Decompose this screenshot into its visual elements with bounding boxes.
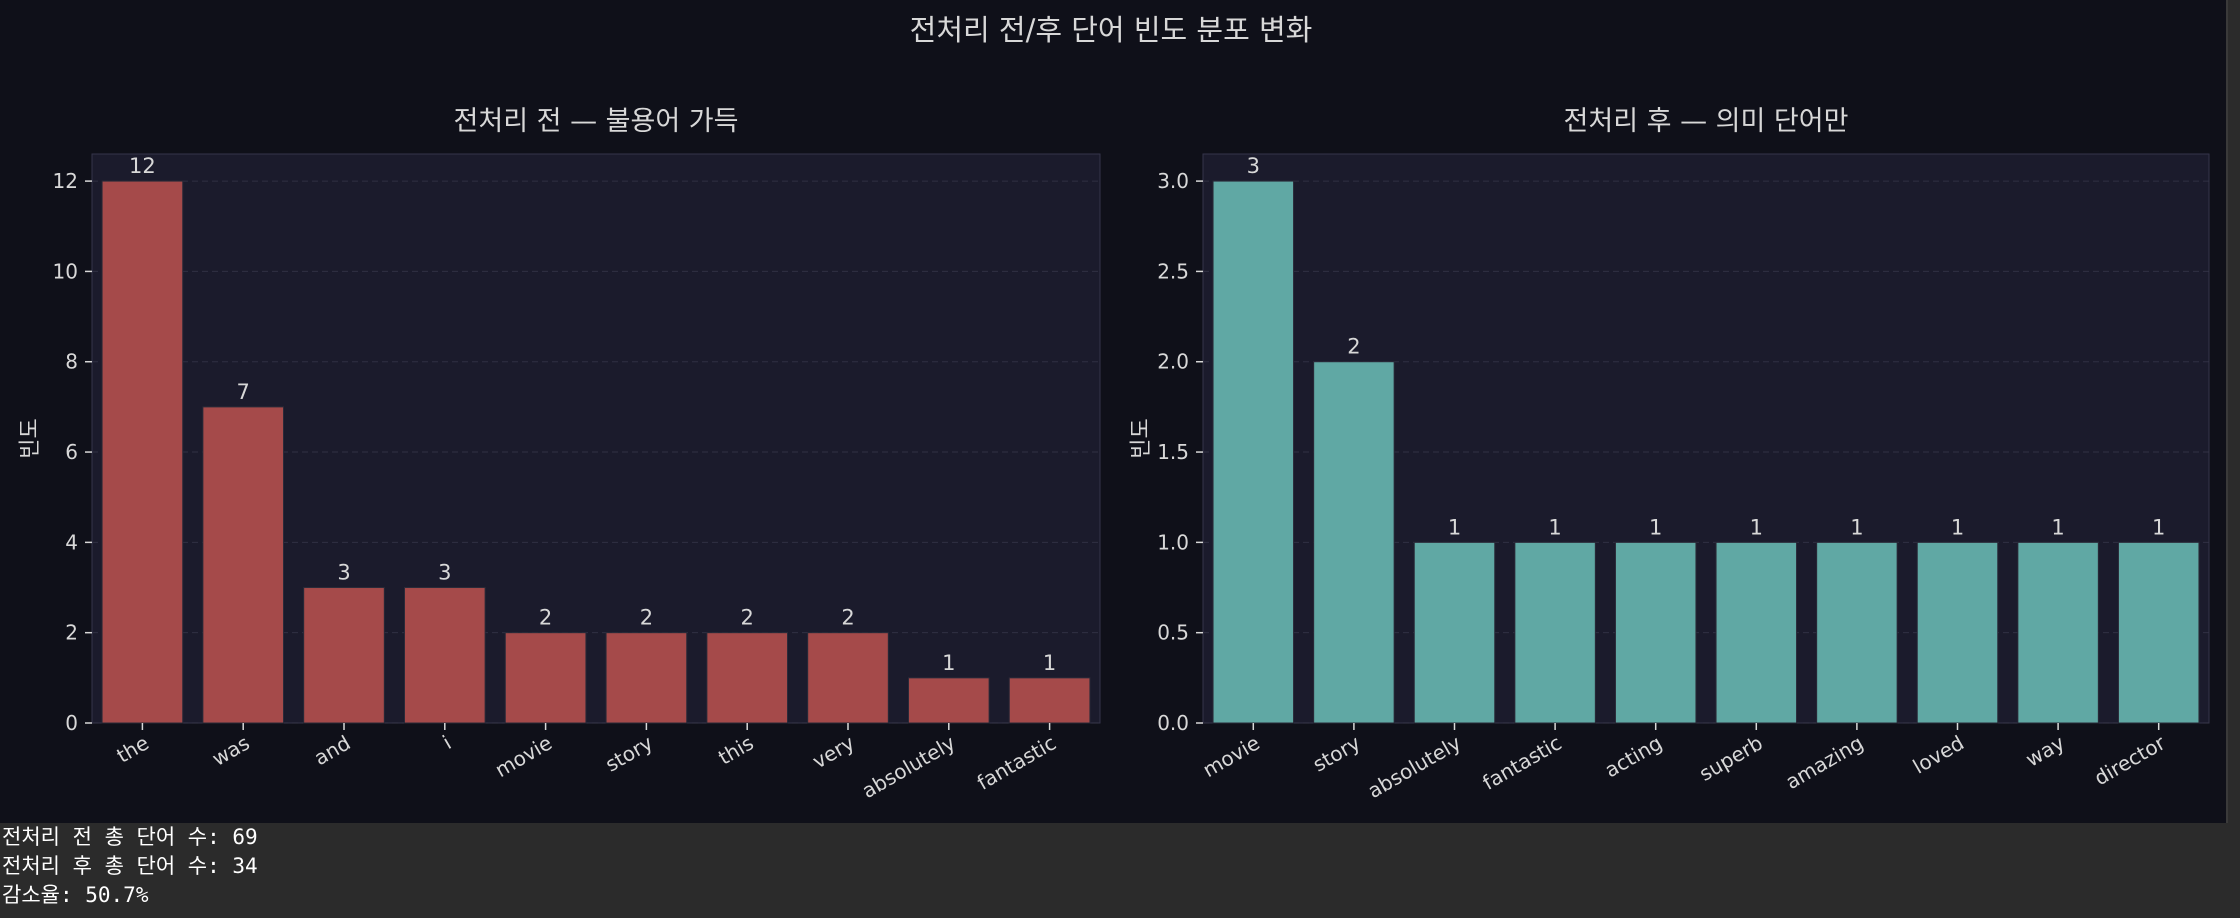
- panel1-data-label: 2: [841, 606, 854, 630]
- panel1-data-label: 3: [438, 561, 451, 585]
- panel1-y-tick-label: 10: [53, 259, 78, 283]
- panel1-y-tick-label: 8: [65, 350, 78, 374]
- panel2-x-tick-label: director: [2090, 730, 2170, 790]
- panel2-x-tick-label: amazing: [1781, 731, 1867, 794]
- panel2-x-tick-label: story: [1309, 730, 1365, 776]
- panel2-data-label: 1: [1649, 515, 1662, 539]
- panel2-bar-absolutely: [1413, 541, 1496, 724]
- panel1-data-label: 2: [640, 606, 653, 630]
- panel2-data-label: 3: [1247, 154, 1260, 178]
- panel2-bar-amazing: [1816, 541, 1898, 724]
- panel2-bar-story: [1313, 361, 1395, 724]
- panel1-bar-was: [202, 406, 285, 724]
- panel1-y-tick-label: 0: [65, 711, 78, 735]
- panel1-x-tick-label: very: [808, 730, 858, 773]
- panel1-bar-story: [605, 632, 688, 724]
- panel1-title: 전처리 전 — 불용어 가득: [454, 106, 739, 137]
- panel2-y-tick-label: 0.5: [1157, 621, 1189, 645]
- panel2-data-label: 1: [2051, 515, 2064, 539]
- panel2-y-axis-label: 빈도: [1129, 418, 1154, 458]
- panel2-data-label: 1: [2152, 515, 2165, 539]
- panel2-y-tick-label: 3.0: [1157, 169, 1189, 193]
- panel2-bar-superb: [1715, 541, 1798, 724]
- panel2-data-label: 1: [1850, 515, 1863, 539]
- panel1-x-tick-label: story: [601, 730, 657, 776]
- panel1-bar-and: [303, 587, 385, 724]
- panel2-bar-movie: [1212, 180, 1295, 724]
- panel1-data-label: 1: [942, 651, 955, 675]
- panel2-bar-acting: [1614, 541, 1697, 724]
- panel2-y-tick-label: 2.5: [1157, 259, 1189, 283]
- panel1-x-tick-label: i: [438, 731, 455, 755]
- panel2-x-tick-label: loved: [1909, 731, 1968, 779]
- panel2-data-label: 2: [1347, 335, 1360, 359]
- output-line-reduction-rate: 감소율: 50.7%: [2, 883, 149, 907]
- panel1-y-tick-label: 4: [65, 530, 78, 554]
- panel2-bar-way: [2017, 541, 2099, 724]
- panel2-bar-director: [2117, 541, 2200, 724]
- panel1-data-label: 1: [1043, 651, 1056, 675]
- panel1-x-tick-label: fantastic: [973, 731, 1060, 795]
- chart-figure: 전처리 전/후 단어 빈도 분포 변화02468101212the7was3an…: [18, 13, 2210, 803]
- panel2-y-tick-label: 2.0: [1157, 350, 1189, 374]
- output-line-before-total: 전처리 전 총 단어 수: 69: [2, 825, 258, 849]
- panel1-bar-very: [807, 632, 889, 724]
- panel1-x-tick-label: was: [208, 731, 254, 771]
- panel1-x-tick-label: absolutely: [858, 730, 960, 803]
- panel1-data-label: 2: [539, 606, 552, 630]
- panel2-x-tick-label: superb: [1695, 731, 1767, 786]
- panel1-bar-movie: [504, 632, 587, 724]
- panel1-x-tick-label: movie: [491, 731, 556, 782]
- panel2-x-tick-label: fantastic: [1478, 731, 1565, 795]
- panel1-x-tick-label: the: [112, 731, 152, 768]
- output-line-after-total: 전처리 후 총 단어 수: 34: [2, 854, 258, 878]
- panel1-data-label: 2: [741, 606, 754, 630]
- panel2-x-tick-label: movie: [1199, 731, 1264, 782]
- panel1-y-tick-label: 6: [65, 440, 78, 464]
- panel1-bar-the: [101, 180, 184, 724]
- panel1-y-axis-label: 빈도: [18, 418, 43, 458]
- panel2-bar-loved: [1916, 541, 1999, 724]
- panel2-data-label: 1: [1448, 515, 1461, 539]
- panel2-data-label: 1: [1750, 515, 1763, 539]
- figure-title: 전처리 전/후 단어 빈도 분포 변화: [910, 13, 1313, 47]
- panel2-y-tick-label: 0.0: [1157, 711, 1189, 735]
- panel1-y-tick-label: 12: [53, 169, 78, 193]
- panel1-bar-this: [706, 632, 789, 724]
- panel1-y-tick-label: 2: [65, 621, 78, 645]
- panel1-data-label: 3: [337, 561, 350, 585]
- cell-output: 전처리 전 총 단어 수: 69 전처리 후 총 단어 수: 34 감소율: 5…: [2, 823, 2222, 918]
- panel2-data-label: 1: [1951, 515, 1964, 539]
- panel1-bar-fantastic: [1008, 677, 1091, 724]
- panel1-bar-i: [403, 587, 486, 724]
- panel2-x-tick-label: way: [2022, 730, 2069, 771]
- panel2-x-tick-label: absolutely: [1363, 730, 1465, 803]
- figure: 전처리 전/후 단어 빈도 분포 변화 0 2 4 6 8 10 12 12 the 7 was 3 an…: [0, 0, 2228, 823]
- panel2-data-label: 1: [1548, 515, 1561, 539]
- panel2-y-tick-label: 1.5: [1157, 440, 1189, 464]
- panel2-y-tick-label: 1.0: [1157, 530, 1189, 554]
- panel1-bar-absolutely: [907, 677, 990, 724]
- panel1-data-label: 7: [237, 380, 250, 404]
- panel2-x-tick-label: acting: [1600, 731, 1666, 783]
- panel2-title: 전처리 후 — 의미 단어만: [1564, 106, 1849, 137]
- panel2-bar-fantastic: [1514, 541, 1596, 724]
- panel1-data-label: 12: [129, 154, 156, 178]
- panel1-x-tick-label: and: [310, 731, 355, 771]
- panel1-x-tick-label: this: [714, 731, 758, 770]
